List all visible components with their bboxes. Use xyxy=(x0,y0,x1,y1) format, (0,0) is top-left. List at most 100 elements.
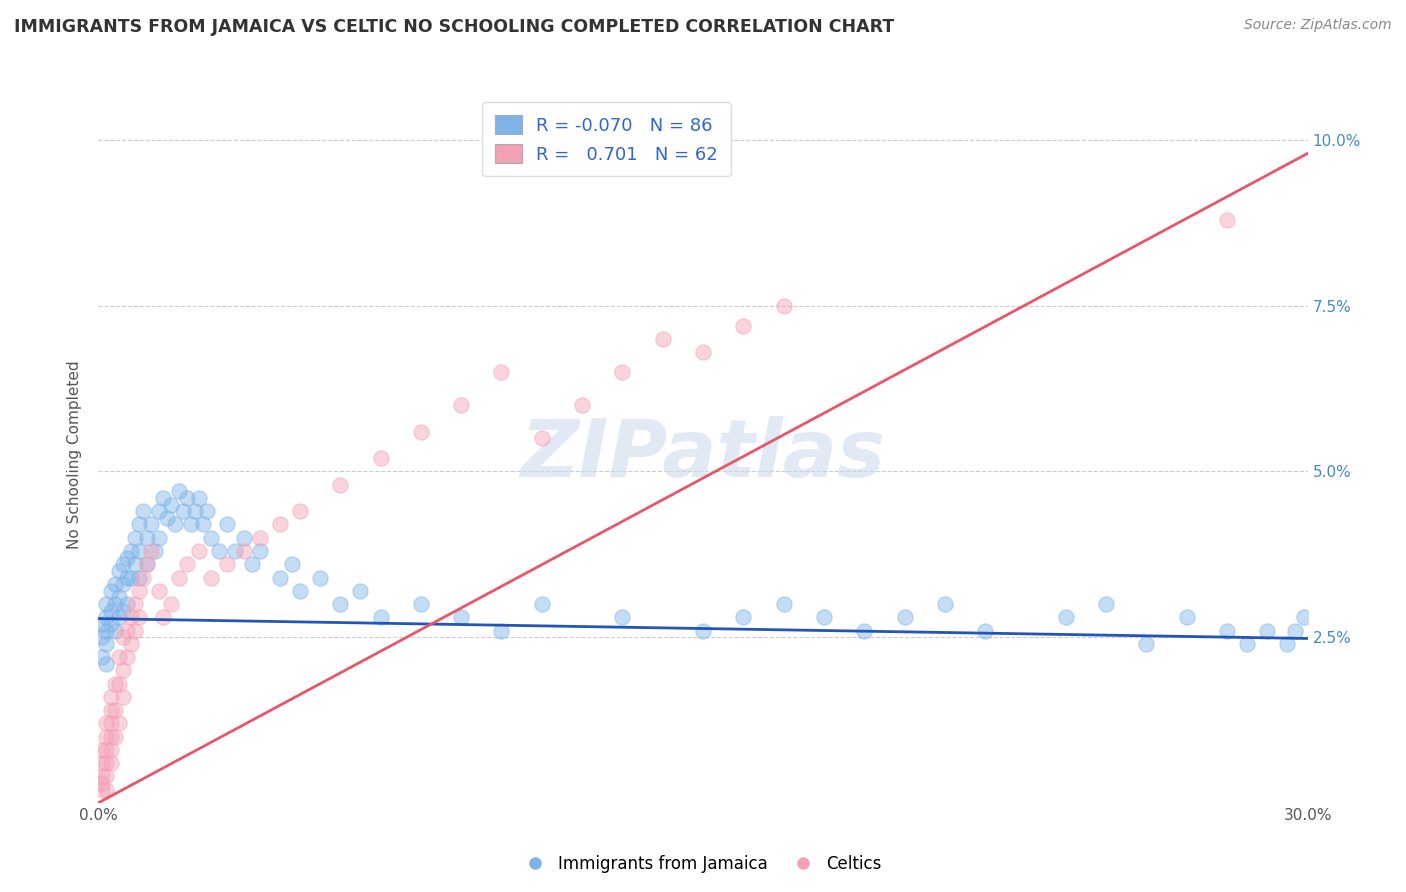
Point xyxy=(96,716,118,731)
Text: IMMIGRANTS FROM JAMAICA VS CELTIC NO SCHOOLING COMPLETED CORRELATION CHART: IMMIGRANTS FROM JAMAICA VS CELTIC NO SCH… xyxy=(14,18,894,36)
Point xyxy=(96,597,118,611)
Y-axis label: No Schooling Completed: No Schooling Completed xyxy=(67,360,83,549)
Point xyxy=(148,583,170,598)
Text: ZIPatlas: ZIPatlas xyxy=(520,416,886,494)
Point xyxy=(409,425,432,439)
Point xyxy=(103,676,125,690)
Point xyxy=(103,730,125,744)
Point xyxy=(91,743,114,757)
Point xyxy=(176,558,198,572)
Point xyxy=(96,743,118,757)
Point xyxy=(1095,597,1118,611)
Point xyxy=(491,365,513,379)
Point xyxy=(853,624,876,638)
Point xyxy=(163,517,186,532)
Point xyxy=(167,484,190,499)
Point xyxy=(111,690,134,704)
Point xyxy=(1054,610,1077,624)
Point xyxy=(240,558,263,572)
Point xyxy=(813,610,835,624)
Point xyxy=(124,558,146,572)
Point xyxy=(934,597,956,611)
Point xyxy=(107,564,129,578)
Point xyxy=(107,610,129,624)
Point xyxy=(893,610,915,624)
Point xyxy=(96,782,118,797)
Point xyxy=(370,610,392,624)
Point xyxy=(135,558,157,572)
Point xyxy=(103,597,125,611)
Point xyxy=(1236,637,1258,651)
Point xyxy=(96,769,118,783)
Point xyxy=(100,730,122,744)
Point xyxy=(139,517,162,532)
Point xyxy=(148,531,170,545)
Point xyxy=(91,616,114,631)
Point xyxy=(692,624,714,638)
Point xyxy=(91,782,114,797)
Point xyxy=(156,511,179,525)
Point xyxy=(111,577,134,591)
Point xyxy=(224,544,246,558)
Point xyxy=(128,610,150,624)
Point xyxy=(103,624,125,638)
Point xyxy=(530,431,553,445)
Point xyxy=(450,398,472,412)
Point xyxy=(1175,610,1198,624)
Point xyxy=(249,531,271,545)
Point xyxy=(100,716,122,731)
Point xyxy=(115,624,138,638)
Point xyxy=(120,637,142,651)
Point xyxy=(91,776,114,790)
Point xyxy=(1216,624,1239,638)
Point xyxy=(195,504,218,518)
Point xyxy=(100,743,122,757)
Point xyxy=(1135,637,1157,651)
Point xyxy=(232,531,254,545)
Point xyxy=(111,630,134,644)
Point xyxy=(100,583,122,598)
Legend: Immigrants from Jamaica, Celtics: Immigrants from Jamaica, Celtics xyxy=(517,848,889,880)
Point xyxy=(96,657,118,671)
Point xyxy=(120,544,142,558)
Point xyxy=(491,624,513,638)
Point xyxy=(450,610,472,624)
Point xyxy=(571,398,593,412)
Point xyxy=(409,597,432,611)
Point xyxy=(733,318,755,333)
Point xyxy=(152,610,174,624)
Point xyxy=(160,597,183,611)
Point xyxy=(128,570,150,584)
Point xyxy=(100,690,122,704)
Point xyxy=(329,477,352,491)
Point xyxy=(167,570,190,584)
Point xyxy=(193,517,215,532)
Point xyxy=(111,558,134,572)
Point xyxy=(115,650,138,665)
Point xyxy=(115,570,138,584)
Point xyxy=(188,544,211,558)
Point xyxy=(651,332,673,346)
Point xyxy=(120,610,142,624)
Point xyxy=(91,769,114,783)
Point xyxy=(124,624,146,638)
Point xyxy=(96,756,118,770)
Point xyxy=(124,597,146,611)
Point xyxy=(96,610,118,624)
Point xyxy=(208,544,231,558)
Point xyxy=(124,531,146,545)
Point xyxy=(91,630,114,644)
Point xyxy=(91,650,114,665)
Point xyxy=(103,703,125,717)
Point xyxy=(200,531,222,545)
Point xyxy=(107,650,129,665)
Point xyxy=(100,756,122,770)
Point xyxy=(148,504,170,518)
Point xyxy=(96,624,118,638)
Point xyxy=(370,451,392,466)
Point xyxy=(288,504,311,518)
Point xyxy=(152,491,174,505)
Point xyxy=(115,550,138,565)
Point xyxy=(612,610,634,624)
Point xyxy=(772,597,794,611)
